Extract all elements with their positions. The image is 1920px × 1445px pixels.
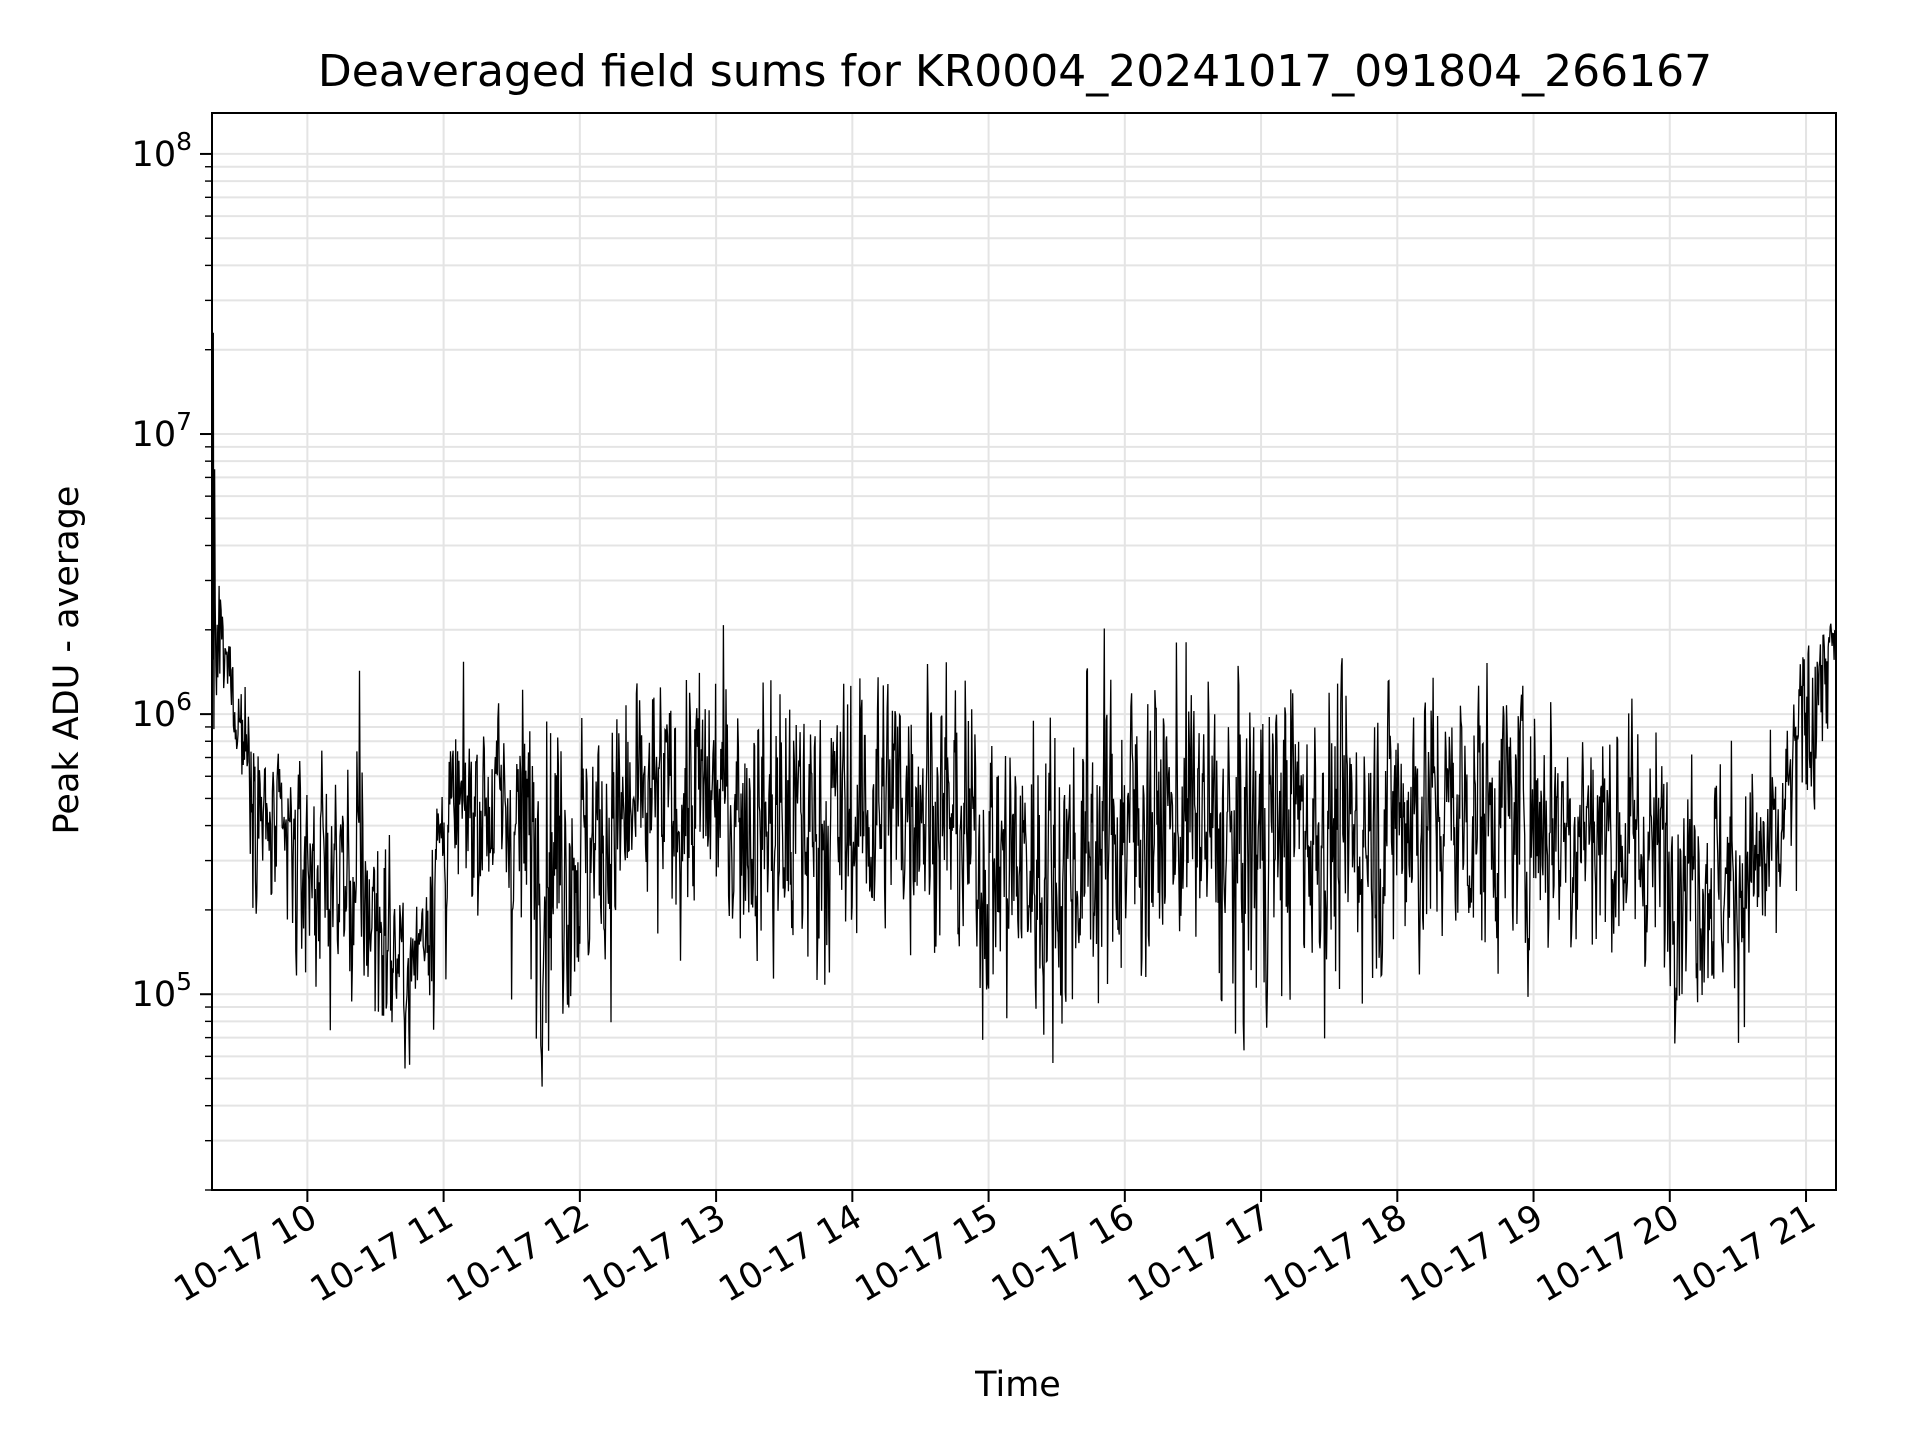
x-tick-label: 10-17 13 [576, 1197, 732, 1310]
x-tick-label: 10-17 20 [1530, 1197, 1686, 1310]
x-tick-label: 10-17 19 [1394, 1197, 1550, 1310]
x-tick-label: 10-17 17 [1121, 1197, 1277, 1310]
y-tick-label: 105 [132, 967, 192, 1015]
x-tick-label: 10-17 12 [440, 1197, 596, 1310]
chart-title: Deaveraged field sums for KR0004_2024101… [318, 46, 1712, 97]
grid-lines [212, 113, 1836, 1191]
series-line [211, 332, 1837, 1087]
y-tick-label: 106 [132, 687, 192, 735]
x-tick-label: 10-17 10 [168, 1197, 324, 1310]
x-tick-label: 10-17 14 [713, 1197, 869, 1310]
y-tick-label: 107 [132, 407, 192, 455]
x-axis-label: Time [974, 1365, 1061, 1405]
x-tick-label: 10-17 18 [1258, 1197, 1414, 1310]
x-tick-label: 10-17 21 [1666, 1197, 1822, 1310]
x-tick-label: 10-17 16 [985, 1197, 1141, 1310]
y-axis-label: Peak ADU - average [47, 486, 87, 835]
x-tick-label: 10-17 15 [849, 1197, 1005, 1310]
y-tick-label: 108 [132, 127, 192, 175]
plot-frame [211, 112, 1837, 1191]
x-tick-label: 10-17 11 [304, 1197, 460, 1310]
plot-area [211, 332, 1837, 1087]
